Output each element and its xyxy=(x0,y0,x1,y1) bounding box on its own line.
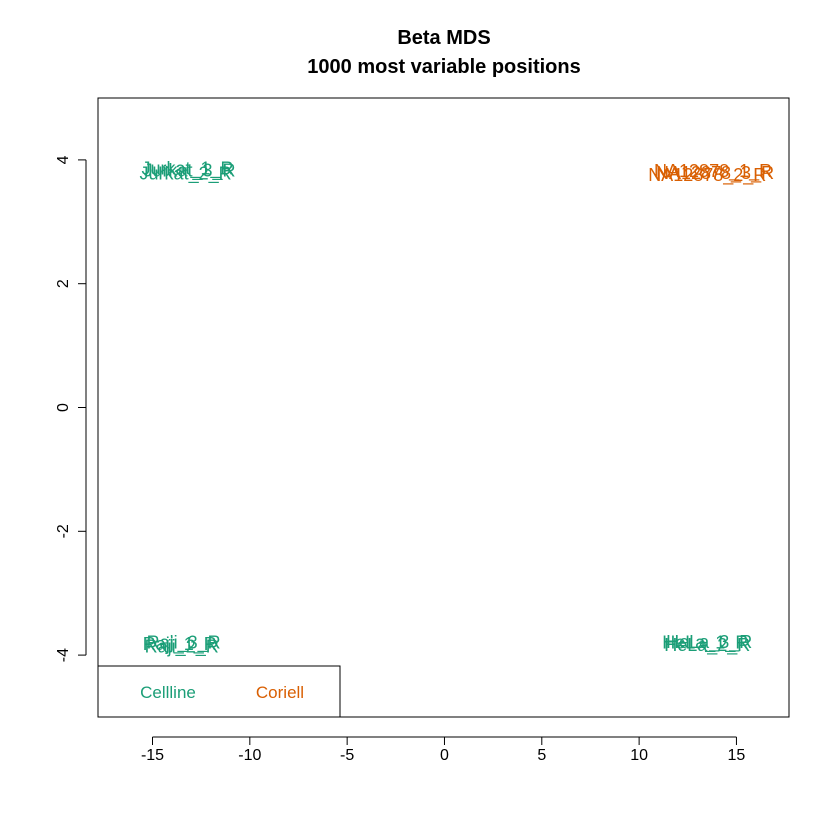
legend-entry-cellline: Cellline xyxy=(140,683,196,702)
y-tick-label: 2 xyxy=(55,279,72,288)
point-label: NA12878_2_R xyxy=(648,165,766,186)
x-axis: -15 -10 -5 0 5 10 15 xyxy=(141,736,746,764)
point-label: Jurkat_1_R xyxy=(142,159,234,180)
y-tick-label: 4 xyxy=(55,155,72,164)
x-tick-label: -10 xyxy=(238,747,261,764)
y-tick-label: 0 xyxy=(55,403,72,412)
legend-entry-coriell: Coriell xyxy=(256,683,304,702)
y-tick-label: -4 xyxy=(55,648,72,662)
legend-box xyxy=(97,665,341,718)
chart-title: Beta MDS xyxy=(397,27,490,49)
point-label: Jurkat_2_R xyxy=(140,164,232,185)
plot-frame xyxy=(97,97,790,718)
y-axis: -4 -2 0 2 4 xyxy=(55,155,87,662)
legend: Cellline Coriell xyxy=(97,665,341,718)
x-tick-label: 5 xyxy=(537,747,546,764)
x-tick-label: -5 xyxy=(340,747,354,764)
point-label: NA12878_3_R xyxy=(656,163,774,184)
chart-subtitle: 1000 most variable positions xyxy=(307,56,580,78)
point-label: NA12878_1_R xyxy=(654,161,772,182)
point-label: Raji_1_R xyxy=(143,634,217,655)
point-label: Jurkat_3_R xyxy=(143,160,235,181)
x-tick-label: -15 xyxy=(141,747,164,764)
point-label: Raji_2_R xyxy=(145,636,219,657)
point-label: HeLa_3_R xyxy=(666,632,752,653)
x-tick-label: 0 xyxy=(440,747,449,764)
y-tick-label: -2 xyxy=(55,524,72,538)
x-tick-label: 15 xyxy=(728,747,746,764)
x-tick-label: 10 xyxy=(630,747,648,764)
point-label: Raji_3_R xyxy=(147,633,221,654)
point-label: HeLa_2_R xyxy=(664,635,750,656)
point-label: HeLa_1_R xyxy=(662,633,748,654)
